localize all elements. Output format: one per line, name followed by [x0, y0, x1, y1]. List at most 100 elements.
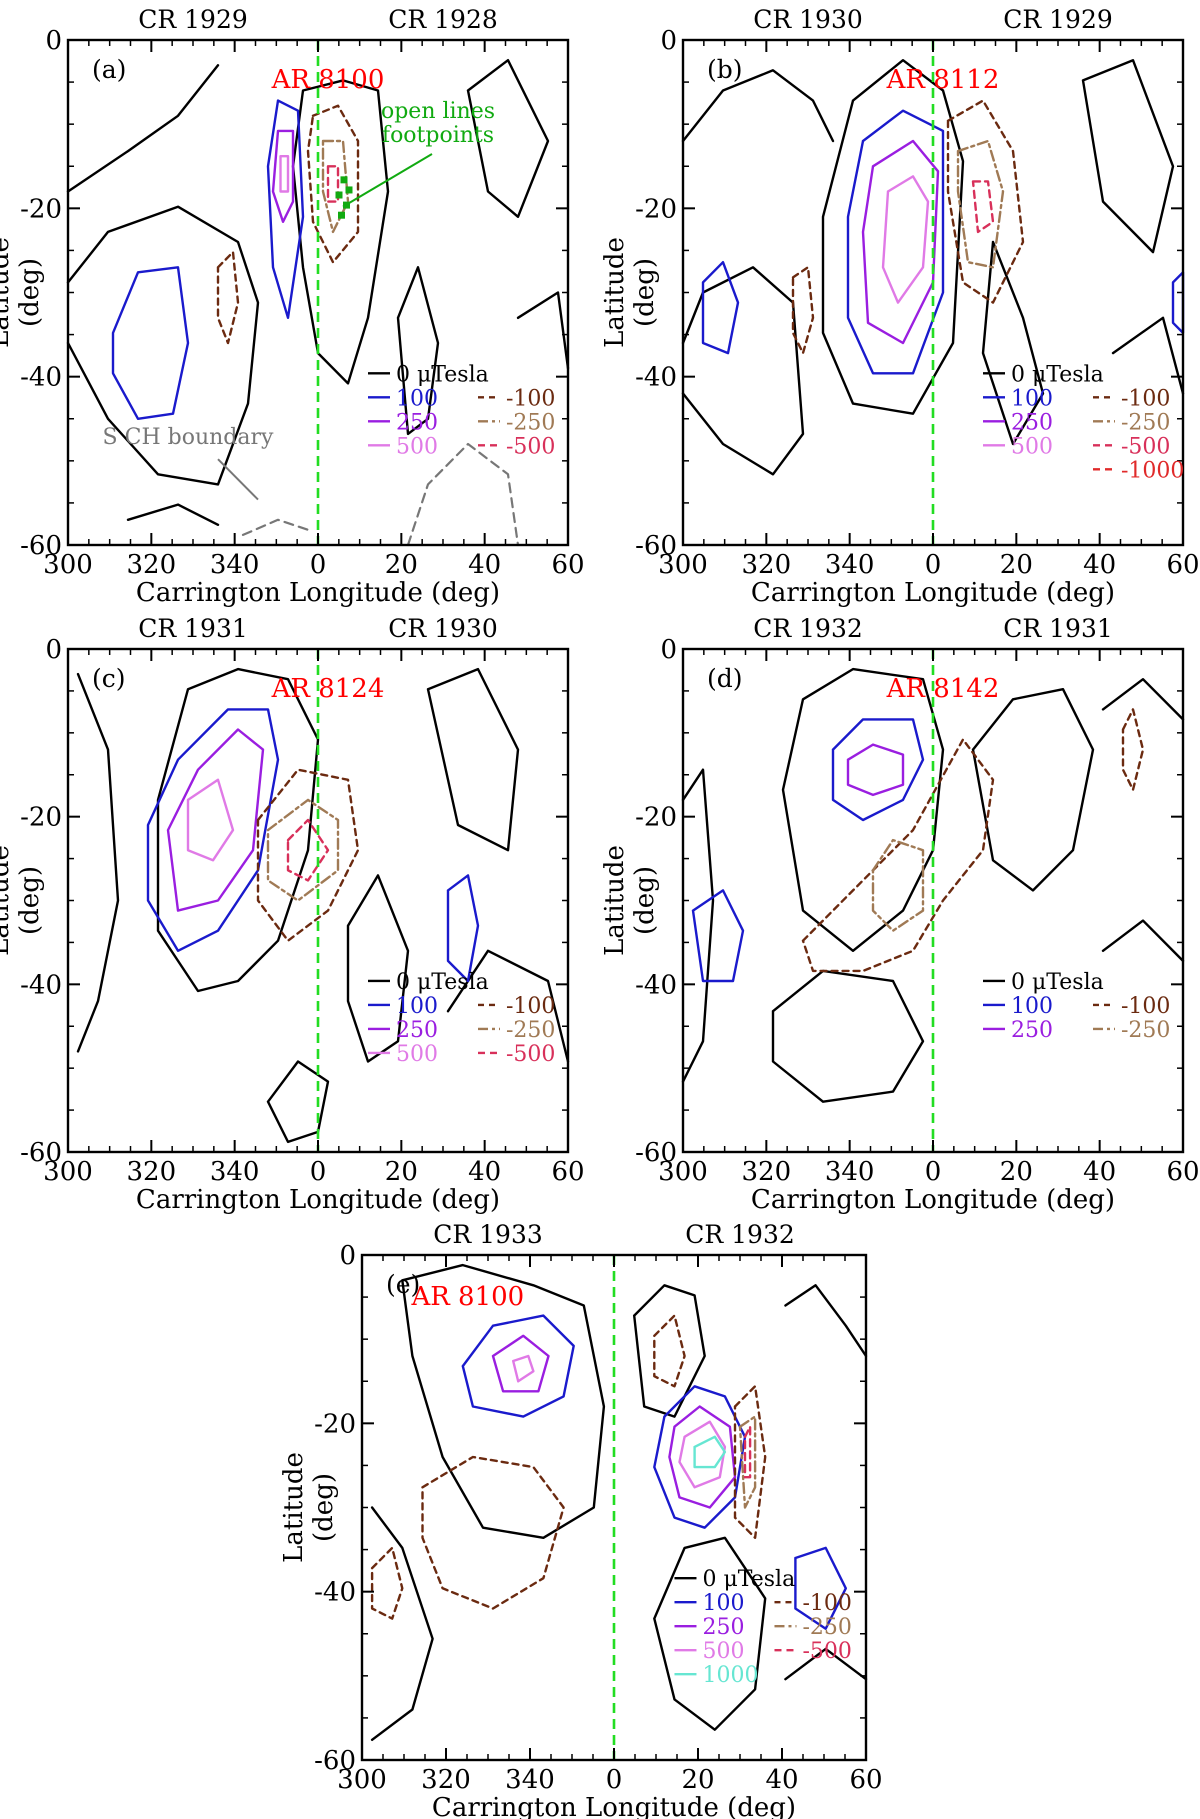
x-tick-label: 0 [606, 1765, 623, 1795]
active-region-label: AR 8100 [410, 1282, 524, 1312]
contour-n100 [791, 266, 815, 355]
footpoint-marker [345, 186, 353, 194]
contour-n100 [370, 1546, 404, 1620]
contour-zero [291, 79, 390, 385]
legend-label: 100 [396, 994, 438, 1019]
legend-label: -100 [802, 1591, 851, 1616]
contour-n500 [743, 1425, 752, 1479]
legend-label: 250 [1011, 1018, 1053, 1043]
contour-n250 [266, 798, 340, 902]
y-tick-label: -60 [635, 1138, 677, 1168]
legend-label: -100 [1121, 386, 1170, 411]
y-tick-label: -20 [635, 194, 677, 224]
rotation-label: CR 1930 [388, 614, 498, 643]
annotation-arrow [217, 458, 259, 501]
y-tick-label: -20 [20, 194, 62, 224]
contour-pos100 [461, 1314, 575, 1418]
x-tick-label: 40 [468, 550, 501, 580]
legend-label: 500 [1011, 434, 1053, 459]
legend-label: 0 μTesla [1011, 362, 1104, 387]
y-axis-title: Latitude (deg) [279, 1452, 339, 1563]
x-tick-label: 320 [421, 1765, 471, 1795]
contour-zero [466, 59, 550, 218]
y-tick-label: -40 [314, 1578, 356, 1608]
contour-zero [1101, 678, 1185, 721]
contour-pos100 [266, 99, 305, 319]
legend-label: -1000 [1121, 458, 1184, 483]
x-tick-label: 320 [742, 550, 792, 580]
legend-label: -250 [506, 1018, 555, 1043]
contour-pos250 [861, 139, 940, 345]
y-axis-title-line1: Latitude [600, 237, 630, 348]
contour-pos250 [166, 728, 265, 912]
legend-label: 250 [396, 1018, 438, 1043]
x-tick-label: 60 [1166, 550, 1199, 580]
contour-boundary [241, 518, 310, 536]
x-tick-label: 40 [1083, 1157, 1116, 1187]
contour-pos500 [881, 175, 930, 304]
legend-label: -250 [506, 410, 555, 435]
x-tick-label: 60 [1166, 1157, 1199, 1187]
x-tick-label: 20 [1000, 1157, 1033, 1187]
panel-letter: (a) [92, 55, 126, 84]
chart-panel: 300 320 340 0 20 40 60 0 -20 -40 -60 Carrington Lon… [0, 5, 585, 608]
rotation-label: CR 1933 [433, 1220, 543, 1249]
legend-label: -250 [1121, 410, 1170, 435]
y-tick-label: 0 [339, 1241, 356, 1271]
contour-zero [981, 240, 1045, 446]
contour-zero [156, 667, 320, 993]
legend-label: 0 μTesla [396, 362, 489, 387]
contour-pos100 [701, 261, 740, 355]
contour-n250 [956, 139, 1005, 269]
y-tick-label: -20 [20, 803, 62, 833]
x-tick-label: 40 [468, 1157, 501, 1187]
contour-zero [396, 266, 440, 436]
contour-zero [346, 874, 410, 1063]
contour-pos500 [678, 1420, 727, 1489]
contour-pos500 [512, 1354, 535, 1383]
x-tick-label: 320 [742, 1157, 792, 1187]
x-tick-label: 340 [825, 550, 875, 580]
contour-zero [76, 672, 120, 1053]
contour-n100 [256, 768, 360, 942]
contour-pos100 [446, 874, 480, 983]
y-tick-label: -40 [20, 363, 62, 393]
x-tick-label: 0 [925, 1157, 942, 1187]
y-axis-title-line1: Latitude [0, 845, 15, 956]
legend-label: 100 [396, 386, 438, 411]
y-axis-title-line1: Latitude [279, 1452, 309, 1563]
legend-label: -250 [1121, 1018, 1170, 1043]
x-tick-label: 20 [1000, 550, 1033, 580]
contour-pos100 [831, 718, 925, 822]
contour-zero [1101, 919, 1185, 963]
y-tick-label: -40 [20, 970, 62, 1000]
contour-zero [781, 667, 945, 952]
legend-label: -500 [802, 1639, 851, 1664]
contour-n500 [971, 180, 995, 234]
plot-frame [360, 1253, 868, 1762]
footpoint-marker [338, 211, 345, 219]
y-axis-title: Latitude (deg) [600, 845, 660, 956]
contour-n250 [871, 838, 925, 932]
plot-frame [681, 647, 1185, 1154]
contour-pos1000 [693, 1435, 727, 1469]
y-axis-title-line2: (deg) [630, 258, 660, 327]
x-tick-label: 0 [310, 1157, 327, 1187]
rotation-label: CR 1929 [1003, 5, 1113, 34]
contour-pos100 [794, 1546, 847, 1630]
legend-label: 250 [1011, 410, 1053, 435]
active-region-label: AR 8124 [271, 674, 385, 704]
x-tick-label: 40 [765, 1765, 798, 1795]
contour-pos250 [846, 743, 905, 797]
x-tick-label: 340 [825, 1157, 875, 1187]
x-axis-title: Carrington Longitude (deg) [751, 1185, 1115, 1215]
contour-n100 [733, 1385, 767, 1539]
contour-zero [681, 69, 835, 143]
legend-label: -100 [506, 994, 555, 1019]
y-tick-label: 0 [660, 26, 677, 56]
x-tick-label: 40 [1083, 550, 1116, 580]
